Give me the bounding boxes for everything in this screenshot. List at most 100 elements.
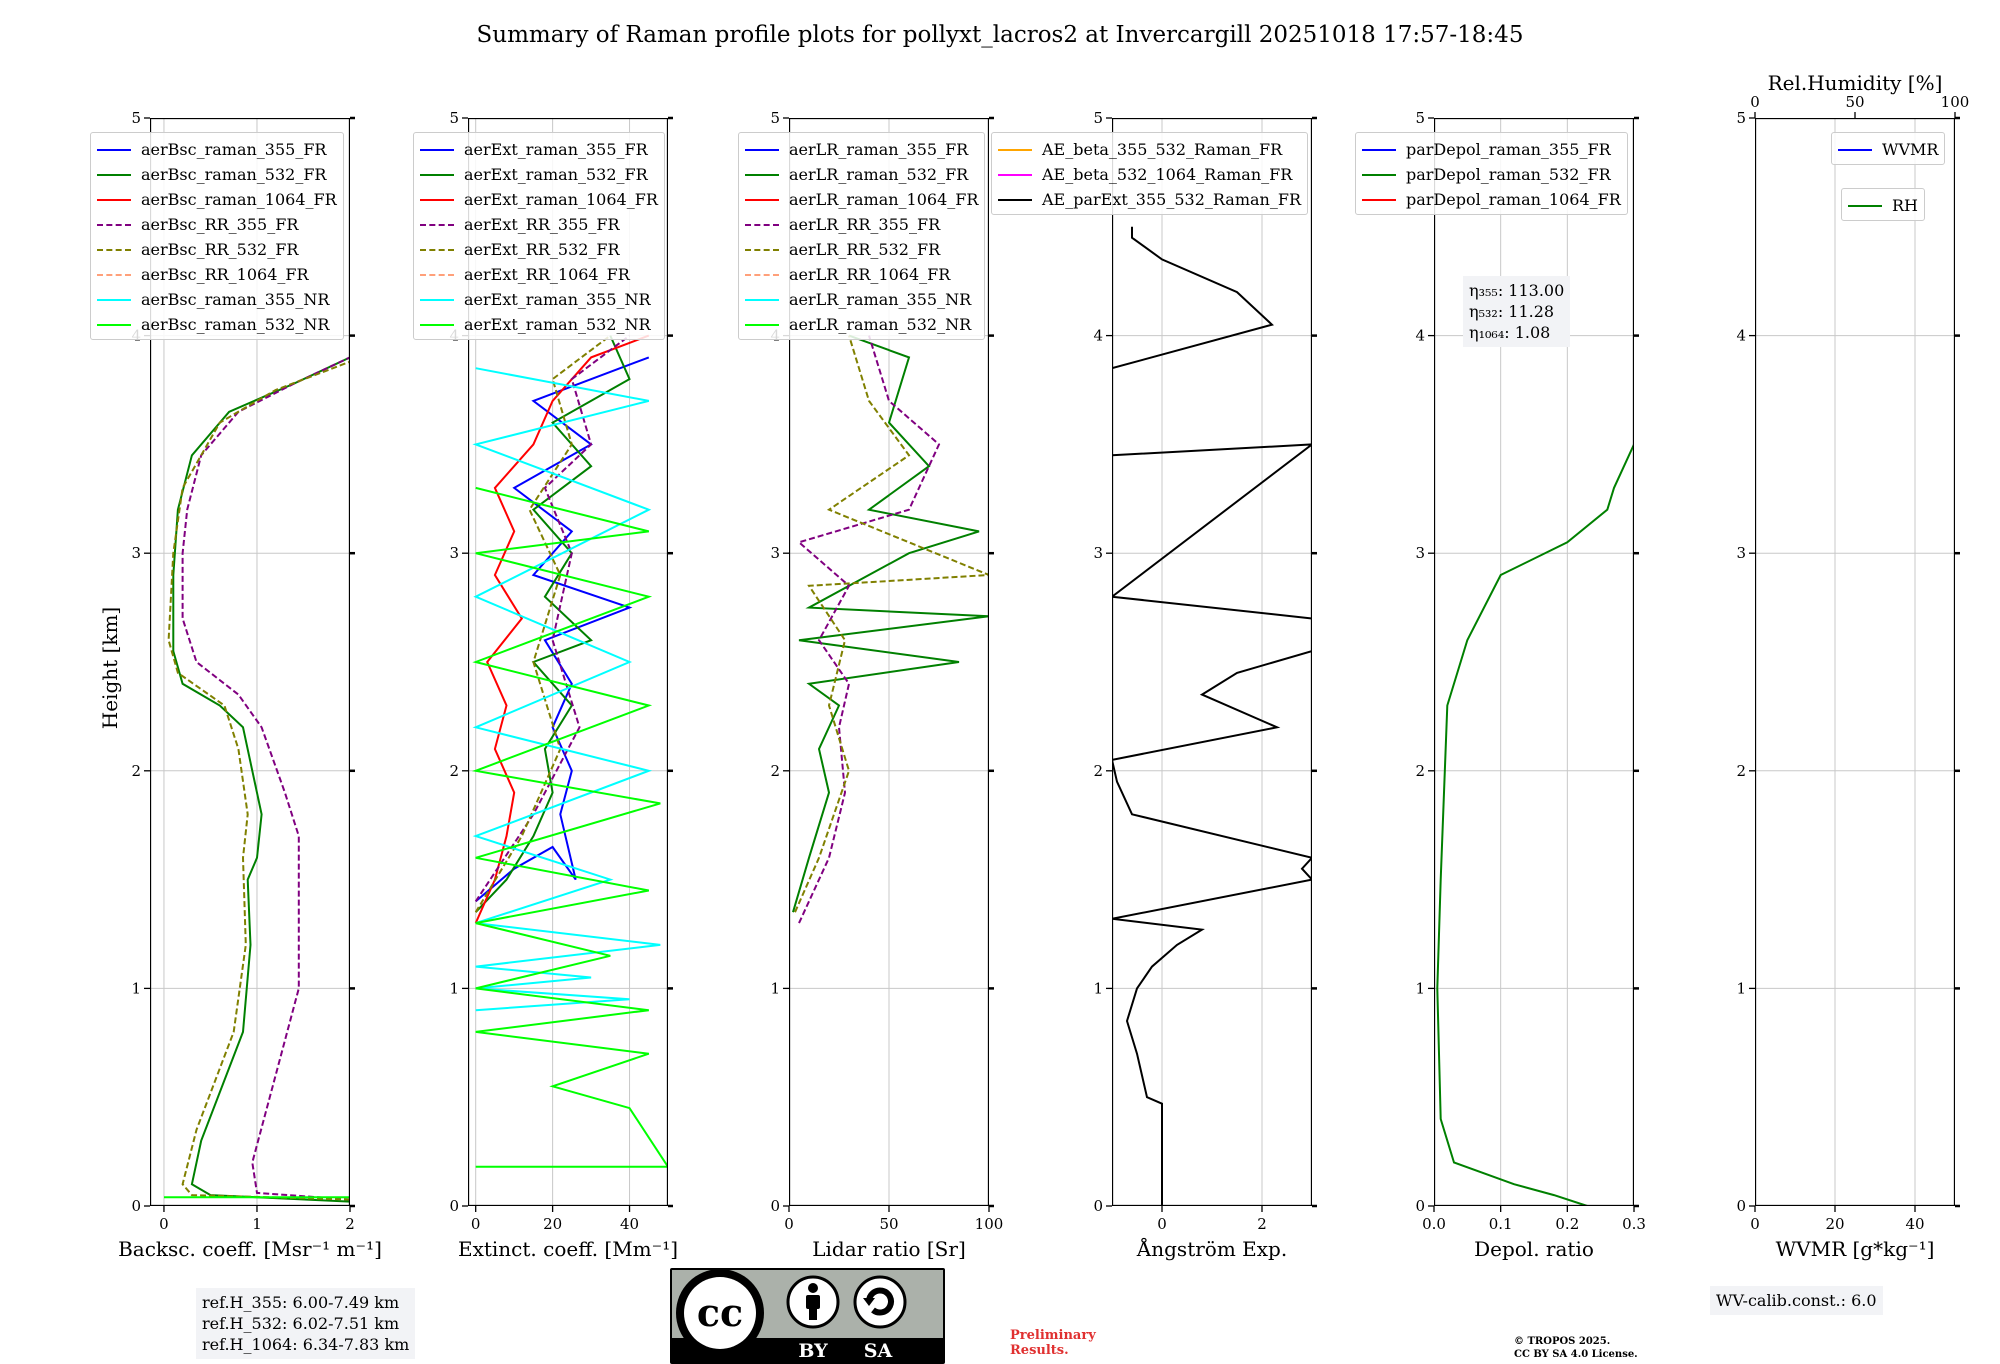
legend-swatch [745, 148, 779, 151]
x-axis-label: Lidar ratio [Sr] [812, 1237, 966, 1261]
series-line-aerLR_RR_532_FR [794, 335, 989, 913]
legend-label: aerBsc_RR_355_FR [141, 215, 299, 234]
ref-heights-box: ref.H_355: 6.00-7.49 km ref.H_532: 6.02-… [196, 1288, 416, 1359]
legend-swatch [97, 223, 131, 226]
legend-swatch [745, 248, 779, 251]
legend-swatch [97, 273, 131, 276]
y-tick-label: 0 [131, 1197, 141, 1215]
y-tick-label: 1 [449, 979, 459, 997]
top-x-axis-label: Rel.Humidity [%] [1768, 71, 1943, 95]
legend-swatch [1848, 204, 1882, 207]
y-tick-label: 5 [770, 109, 780, 127]
legend-entry: aerExt_raman_532_NR [420, 312, 658, 337]
legend-swatch [420, 173, 454, 176]
wv-calib-box: WV-calib.const.: 6.0 [1710, 1286, 1883, 1315]
legend-entry: aerExt_raman_355_NR [420, 287, 658, 312]
legend-swatch [998, 198, 1032, 201]
legend-entry: aerLR_raman_532_FR [745, 162, 978, 187]
legend-label: aerBsc_raman_532_NR [141, 315, 330, 334]
legend-entry: aerExt_RR_532_FR [420, 237, 658, 262]
x-axis-label: Depol. ratio [1474, 1237, 1594, 1261]
panel-depol [1434, 118, 1634, 1206]
legend-entry: aerBsc_raman_355_NR [97, 287, 337, 312]
legend-entry: aerLR_RR_355_FR [745, 212, 978, 237]
axes-frame [1755, 118, 1955, 1206]
x-tick-label: 0.3 [1622, 1215, 1646, 1233]
legend-label: aerLR_raman_355_NR [789, 290, 972, 309]
x-tick-label: 20 [1825, 1215, 1844, 1233]
preliminary-line1: Preliminary [1010, 1328, 1096, 1343]
legend-entry: aerLR_RR_532_FR [745, 237, 978, 262]
legend-depol: parDepol_raman_355_FR parDepol_raman_532_… [1355, 132, 1628, 215]
legend-label: aerExt_raman_355_NR [464, 290, 651, 309]
legend-label: aerExt_RR_1064_FR [464, 265, 630, 284]
legend-label: aerLR_RR_1064_FR [789, 265, 951, 284]
legend-entry: aerExt_raman_355_FR [420, 137, 658, 162]
axis-bsc: 012345012Backsc. coeff. [Msr⁻¹ m⁻¹] [118, 109, 382, 1261]
x-tick-label: 50 [879, 1215, 898, 1233]
legend-swatch [420, 198, 454, 201]
legend-label: aerLR_raman_355_FR [789, 140, 969, 159]
legend-entry: aerLR_raman_355_FR [745, 137, 978, 162]
x-tick-label: 40 [620, 1215, 639, 1233]
legend-label: AE_parExt_355_532_Raman_FR [1042, 190, 1301, 209]
x-tick-label: 20 [543, 1215, 562, 1233]
legend-entry: aerBsc_RR_355_FR [97, 212, 337, 237]
y-tick-label: 4 [1736, 327, 1746, 345]
legend-wvmr: WVMR [1831, 132, 1946, 165]
series-line-aerLR_RR_355_FR [796, 335, 941, 924]
legend-entry: parDepol_raman_355_FR [1362, 137, 1621, 162]
panel-lidar-ratio [789, 118, 989, 1206]
legend-entry: parDepol_raman_1064_FR [1362, 187, 1621, 212]
legend-label: aerExt_RR_355_FR [464, 215, 620, 234]
y-tick-label: 3 [1415, 544, 1425, 562]
legend-label: aerLR_raman_532_NR [789, 315, 972, 334]
y-axis-label: Height [km] [98, 606, 122, 730]
y-tick-label: 5 [131, 109, 141, 127]
preliminary-line2: Results. [1010, 1343, 1069, 1358]
y-tick-label: 2 [1415, 762, 1425, 780]
legend-label: aerLR_RR_355_FR [789, 215, 941, 234]
y-tick-label: 1 [131, 979, 141, 997]
legend-label: aerBsc_raman_355_FR [141, 140, 327, 159]
legend-swatch [1362, 148, 1396, 151]
legend-swatch [97, 198, 131, 201]
grid [1755, 118, 1955, 1206]
legend-entry: aerBsc_RR_1064_FR [97, 262, 337, 287]
series-line-aerExt_raman_1064_FR [474, 334, 650, 924]
x-tick-label: 0 [471, 1215, 481, 1233]
x-tick-label: 2 [1257, 1215, 1267, 1233]
legend-entry: aerExt_raman_532_FR [420, 162, 658, 187]
axis-depol: 0 1 2 3 4 5 0.0 0.1 0.2 0.3 Depol. ratio [1415, 109, 1645, 1261]
legend-label: aerExt_RR_532_FR [464, 240, 620, 259]
legend-swatch [745, 323, 779, 326]
series-line-aerExt_raman_532_NR [471, 486, 668, 1168]
legend-swatch [1838, 148, 1872, 151]
grid [1112, 118, 1312, 1206]
eta-532: η₅₃₂: 11.28 [1469, 302, 1555, 321]
legend-label: aerExt_raman_1064_FR [464, 190, 658, 209]
legend-entry: aerLR_RR_1064_FR [745, 262, 978, 287]
legend-entry: AE_parExt_355_532_Raman_FR [998, 187, 1301, 212]
legend-label: aerExt_raman_355_FR [464, 140, 648, 159]
legend-label: aerExt_raman_532_NR [464, 315, 651, 334]
legend-entry: aerBsc_RR_532_FR [97, 237, 337, 262]
legend-swatch [745, 198, 779, 201]
legend-entry: aerExt_raman_1064_FR [420, 187, 658, 212]
legend-label: parDepol_raman_1064_FR [1406, 190, 1621, 209]
y-tick-label: 0 [1093, 1197, 1103, 1215]
eta-annotation: η₃₅₅: 113.00 η₅₃₂: 11.28 η₁₀₆₄: 1.08 [1463, 276, 1571, 347]
legend-entry: aerBsc_raman_532_NR [97, 312, 337, 337]
series-line-aerExt_raman_355_NR [472, 367, 661, 1012]
series-line-aerExt_RR_532_FR [474, 334, 611, 913]
y-tick-label: 2 [1093, 762, 1103, 780]
x-axis-label: Backsc. coeff. [Msr⁻¹ m⁻¹] [118, 1237, 382, 1261]
legend-entry: aerExt_RR_355_FR [420, 212, 658, 237]
y-tick-label: 3 [131, 544, 141, 562]
y-tick-label: 2 [131, 762, 141, 780]
legend-label: aerExt_raman_532_FR [464, 165, 648, 184]
legend-lidar-ratio: aerLR_raman_355_FR aerLR_raman_532_FR aerL… [738, 132, 986, 340]
